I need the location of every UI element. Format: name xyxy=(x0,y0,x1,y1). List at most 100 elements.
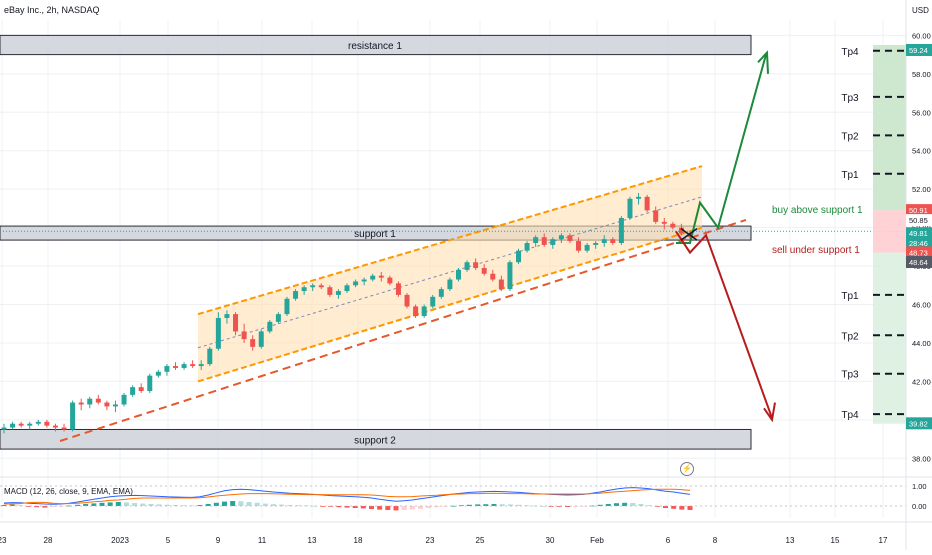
macd-histogram-bar xyxy=(173,505,178,506)
candle xyxy=(644,196,650,211)
price-tick-label: 44.00 xyxy=(912,339,931,348)
candle xyxy=(541,237,547,245)
zone-2 xyxy=(0,428,752,450)
time-axis[interactable]: 23 28 2023 5 9 11 13 18 23 25 30 Feb 6 8 13 15 17 xyxy=(0,521,932,545)
macd-histogram-bar xyxy=(336,506,342,508)
candle xyxy=(438,289,444,297)
macd-histogram-bar xyxy=(377,506,383,510)
macd-histogram-bar xyxy=(581,506,587,507)
target-label: Tp2 xyxy=(841,131,859,142)
macd-histogram-bar xyxy=(83,504,89,506)
price-tick-label: 54.00 xyxy=(912,147,931,156)
time-tick-label: 18 xyxy=(354,536,363,545)
price-badge-text: 39.82 xyxy=(909,419,928,428)
candle xyxy=(27,423,33,426)
bull-arrow xyxy=(676,54,767,244)
candle xyxy=(233,314,239,332)
symbol-title: eBay Inc., 2h, NASDAQ xyxy=(4,5,100,15)
time-tick-label: 5 xyxy=(166,536,171,545)
candle xyxy=(455,269,461,280)
candle xyxy=(121,394,127,405)
price-channel[interactable] xyxy=(59,165,747,442)
candle xyxy=(627,198,633,219)
candle xyxy=(618,218,624,243)
candle xyxy=(584,244,590,251)
currency-label: USD xyxy=(912,6,929,15)
macd-histogram-bar xyxy=(311,505,317,507)
price-badge xyxy=(906,204,932,217)
candle xyxy=(275,314,281,322)
candle xyxy=(52,425,58,428)
time-tick-label: 30 xyxy=(546,536,555,545)
price-tick-label: 60.00 xyxy=(912,31,931,40)
candle xyxy=(18,423,24,426)
time-tick-label: 9 xyxy=(216,536,221,545)
macd-histogram-bar xyxy=(491,504,497,506)
price-badge xyxy=(906,227,932,240)
price-tick-label: 38.00 xyxy=(912,454,931,463)
macd-line xyxy=(3,487,691,505)
candle xyxy=(378,275,384,278)
candle xyxy=(61,427,67,430)
candle xyxy=(610,239,616,243)
cross-mark xyxy=(680,227,698,241)
candle xyxy=(198,364,204,367)
candle xyxy=(387,277,393,284)
candle xyxy=(70,402,76,430)
candle xyxy=(335,291,341,295)
target-label: Tp4 xyxy=(841,47,859,58)
zone-label: support 2 xyxy=(354,435,396,446)
macd-histogram-bar xyxy=(565,506,570,507)
price-axis[interactable]: 38.0040.0042.0044.0046.0048.0050.0052.00… xyxy=(905,0,931,550)
candle xyxy=(284,298,290,315)
tp-short-zone xyxy=(873,252,906,424)
candle xyxy=(464,262,470,270)
macd-tick-label: 0.00 xyxy=(912,502,927,511)
alert-icon[interactable]: ⚡ xyxy=(680,462,694,476)
candle xyxy=(670,223,676,228)
time-tick-label: 15 xyxy=(831,536,840,545)
macd-histogram-bar xyxy=(287,505,293,506)
macd-histogram-bar xyxy=(687,506,693,510)
macd-pane: 1.00 0.00 xyxy=(0,476,932,511)
candle xyxy=(550,239,556,245)
macd-histogram-bar xyxy=(213,502,219,506)
macd-histogram-bar xyxy=(156,504,162,506)
candle xyxy=(190,364,196,367)
macd-histogram-bar xyxy=(475,504,481,506)
macd-histogram-bar xyxy=(279,504,285,506)
macd-histogram-bar xyxy=(26,506,31,507)
macd-histogram-bar xyxy=(548,506,554,507)
candle xyxy=(241,331,247,340)
macd-histogram-bar xyxy=(450,505,456,507)
macd-histogram-bar xyxy=(352,506,358,508)
candles xyxy=(0,193,906,434)
candle xyxy=(250,339,256,347)
macd-histogram-bar xyxy=(148,504,154,506)
candle xyxy=(207,348,213,365)
candle xyxy=(95,398,101,403)
zone-0 xyxy=(0,34,752,56)
tp-long-zone xyxy=(873,44,906,211)
macd-histogram-bar xyxy=(622,502,628,506)
candle xyxy=(361,279,367,282)
macd-histogram-bar xyxy=(9,504,15,506)
candle xyxy=(164,366,170,372)
macd-histogram-bar xyxy=(238,501,244,506)
time-tick-label: 23 xyxy=(0,536,7,545)
price-badge-text: 50.91 xyxy=(909,206,928,215)
macd-histogram-bar xyxy=(385,506,391,510)
target-label: Tp1 xyxy=(841,170,859,181)
price-badge xyxy=(906,417,932,430)
projection-arrows xyxy=(675,50,776,423)
macd-histogram-bar xyxy=(540,506,546,507)
tp-stop-zone xyxy=(873,210,906,253)
trend-line xyxy=(59,218,747,442)
candle xyxy=(421,306,427,317)
macd-histogram-bar xyxy=(630,503,636,506)
macd-histogram-bar xyxy=(115,502,121,506)
candle xyxy=(404,294,410,307)
bear-arrow xyxy=(675,230,773,419)
